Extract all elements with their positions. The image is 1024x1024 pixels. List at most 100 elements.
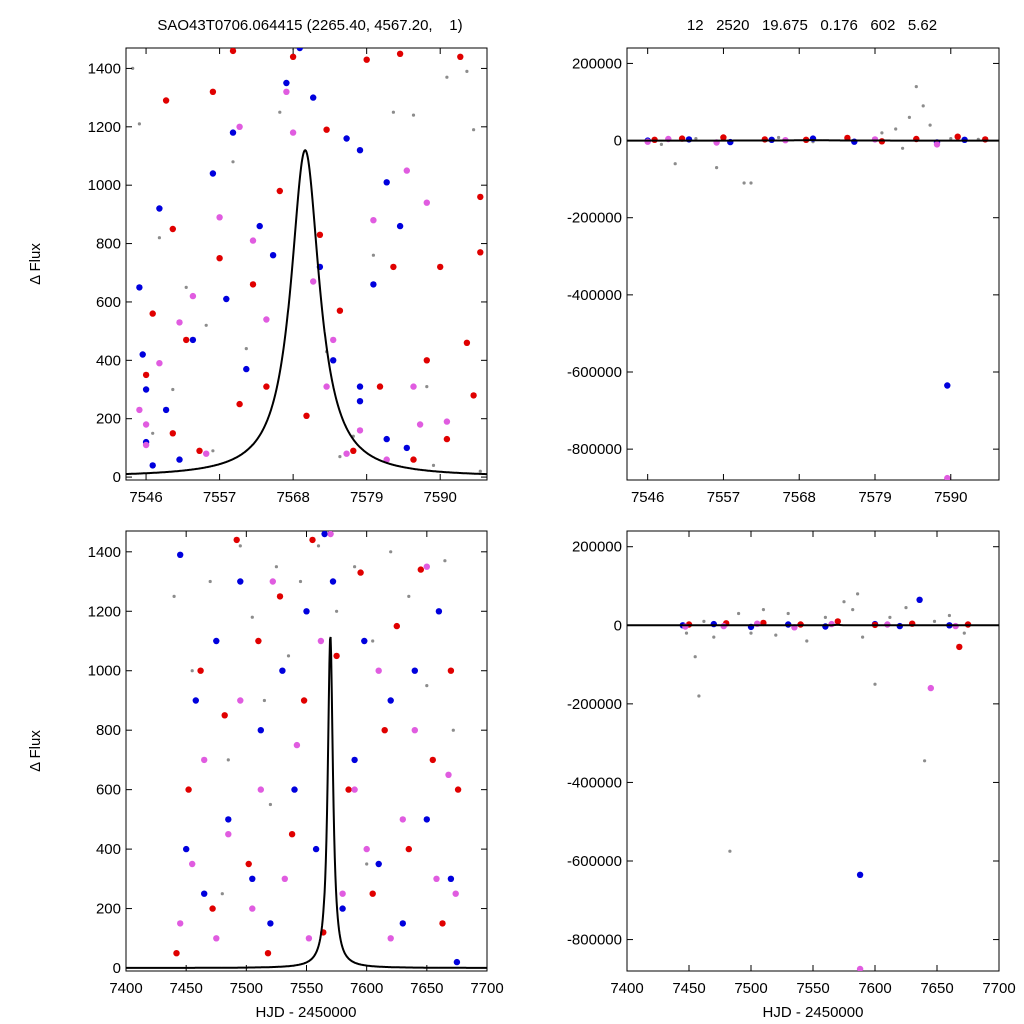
point-red [357, 569, 364, 576]
x-tick-label: 7579 [858, 489, 891, 506]
y-tick-label: -600000 [567, 364, 622, 381]
point-gray [907, 115, 912, 119]
point-magenta [213, 935, 220, 942]
x-tick-label: 7579 [350, 489, 383, 506]
point-red [216, 255, 223, 262]
ticks-layer: 7400 7450 7500 7550 7600 7650 7700 200000 0 -2000… [567, 531, 1016, 997]
point-magenta [249, 905, 256, 912]
y-tick-label: 0 [113, 960, 121, 977]
y-tick-label: 800 [96, 236, 121, 253]
point-gray [445, 75, 449, 79]
point-gray [888, 615, 892, 620]
point-magenta [225, 831, 232, 838]
point-red [169, 430, 176, 437]
point-red [390, 263, 397, 271]
point-gray [211, 449, 215, 453]
point-blue [279, 667, 286, 674]
y-tick-label: 0 [614, 617, 622, 634]
panel-top-right: 7546 7557 7568 7579 7590 200000 0 -200000 -40000… [567, 47, 1000, 506]
point-gray [208, 579, 212, 584]
point-red [303, 412, 310, 419]
point-gray [851, 608, 855, 612]
point-gray [226, 758, 230, 762]
point-gray [268, 802, 272, 807]
point-blue [229, 129, 237, 136]
point-magenta [423, 563, 430, 570]
y-tick-label: 1400 [88, 60, 121, 77]
x-tick-label: 7546 [631, 489, 664, 506]
y-tick-label: -400000 [567, 774, 622, 791]
point-gray [137, 122, 141, 126]
point-blue [201, 890, 208, 897]
panel-top-left: 7546 7557 7568 7579 7590 0 200 400 600 800 1000 120… [27, 47, 488, 506]
point-gray [712, 635, 716, 639]
header-right: 12 2520 19.675 0.176 602 5.62 [687, 17, 937, 34]
point-gray [947, 613, 952, 618]
point-blue [156, 205, 163, 212]
model-curve [627, 139, 999, 142]
x-tick-label: 7700 [982, 980, 1015, 997]
point-blue [856, 871, 864, 878]
point-magenta [269, 578, 276, 585]
point-blue [312, 845, 320, 853]
point-gray [478, 469, 482, 473]
point-gray [842, 600, 846, 604]
point-magenta [927, 684, 934, 692]
point-gray [928, 123, 932, 127]
point-red [169, 225, 176, 233]
point-red [209, 905, 216, 912]
point-red [423, 357, 430, 364]
point-blue [339, 905, 346, 912]
point-gray [805, 639, 809, 643]
point-magenta [249, 237, 257, 244]
point-red [197, 667, 204, 674]
y-tick-label: -800000 [567, 441, 622, 458]
point-gray [238, 544, 242, 548]
point-red [410, 456, 417, 463]
x-tick-label: 7600 [858, 980, 891, 997]
point-gray [131, 66, 135, 70]
point-blue [435, 608, 443, 615]
point-blue [387, 697, 394, 704]
point-gray [777, 135, 781, 140]
point-blue [142, 386, 150, 393]
x-tick-label: 7557 [707, 489, 740, 506]
point-gray [335, 609, 339, 613]
point-red [454, 786, 462, 793]
point-blue [343, 135, 350, 142]
plot-frame [626, 530, 1000, 972]
point-gray [823, 615, 828, 620]
point-gray [298, 579, 303, 584]
point-gray [443, 559, 447, 563]
x-tick-label: 7450 [169, 980, 202, 997]
point-magenta [142, 421, 150, 428]
point-magenta [281, 875, 288, 882]
point-blue [453, 958, 461, 966]
panel-bottom-left: 7400 7450 7500 7550 7600 7650 7700 0 200 400 600 80… [27, 530, 504, 1021]
point-blue [685, 136, 693, 143]
point-gray [923, 759, 927, 763]
point-magenta [933, 141, 941, 148]
point-magenta [283, 88, 290, 96]
point-magenta [351, 786, 358, 793]
point-gray [220, 892, 224, 896]
point-magenta [216, 214, 223, 221]
point-red [350, 447, 357, 454]
point-blue [257, 727, 264, 734]
point-magenta [189, 860, 196, 868]
point-gray [451, 728, 455, 732]
point-magenta [416, 421, 424, 428]
panel-bottom-right: 7400 7450 7500 7550 7600 7650 7700 200000 0 -2000… [567, 530, 1016, 1021]
point-blue [399, 920, 406, 927]
x-tick-label: 7550 [796, 980, 829, 997]
point-red [393, 622, 400, 630]
points-layer [679, 592, 972, 971]
points-layer [172, 531, 462, 966]
point-magenta [203, 450, 210, 457]
y-tick-label: 1200 [88, 119, 121, 136]
point-magenta [237, 697, 244, 704]
point-magenta [305, 935, 313, 942]
point-gray [244, 347, 248, 351]
x-tick-label: 7450 [672, 980, 705, 997]
point-magenta [682, 623, 689, 630]
